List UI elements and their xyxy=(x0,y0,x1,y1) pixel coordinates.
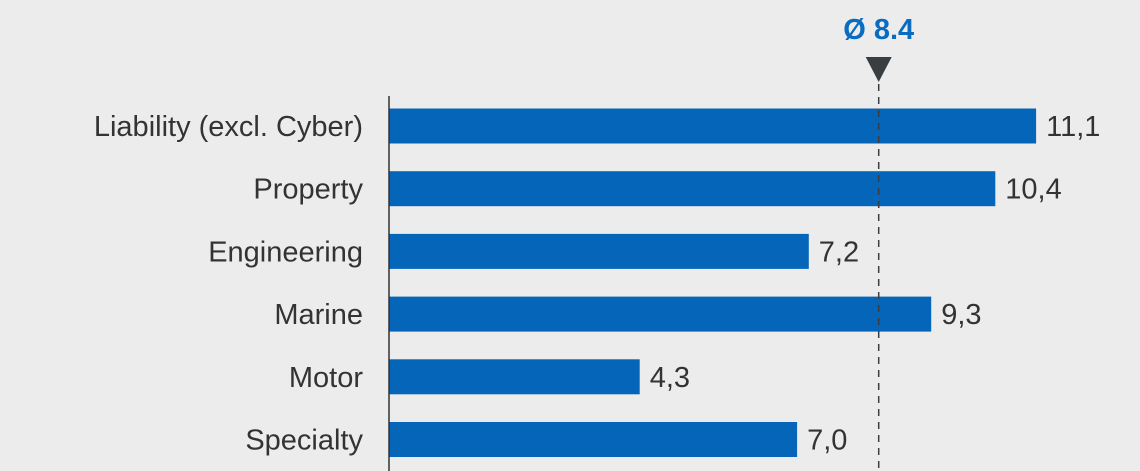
value-label-marine: 9,3 xyxy=(941,299,981,331)
bar-marine xyxy=(389,296,932,332)
category-label-specialty: Specialty xyxy=(245,425,363,457)
bar-liability-excl-cyber xyxy=(389,108,1037,144)
bar-specialty xyxy=(389,422,798,457)
category-label-motor: Motor xyxy=(289,362,363,394)
value-label-motor: 4,3 xyxy=(650,362,690,394)
average-marker-triangle-icon xyxy=(865,57,892,82)
category-label-engineering: Engineering xyxy=(208,236,363,268)
value-label-specialty: 7,0 xyxy=(807,425,847,457)
category-label-liability-excl-cyber: Liability (excl. Cyber) xyxy=(94,111,363,143)
labels-layer: Liability (excl. Cyber) 11,1 Property 10,4 E… xyxy=(94,111,1101,457)
average-label: Ø 8.4 xyxy=(843,14,914,46)
bars-layer xyxy=(389,108,1037,457)
bar-property xyxy=(389,171,996,207)
value-label-liability-excl-cyber: 11,1 xyxy=(1046,111,1100,143)
category-label-property: Property xyxy=(253,174,363,206)
value-label-engineering: 7,2 xyxy=(819,236,859,268)
bar-engineering xyxy=(389,233,809,269)
category-label-marine: Marine xyxy=(274,299,363,331)
bar-motor xyxy=(389,359,640,395)
value-label-property: 10,4 xyxy=(1005,174,1061,206)
